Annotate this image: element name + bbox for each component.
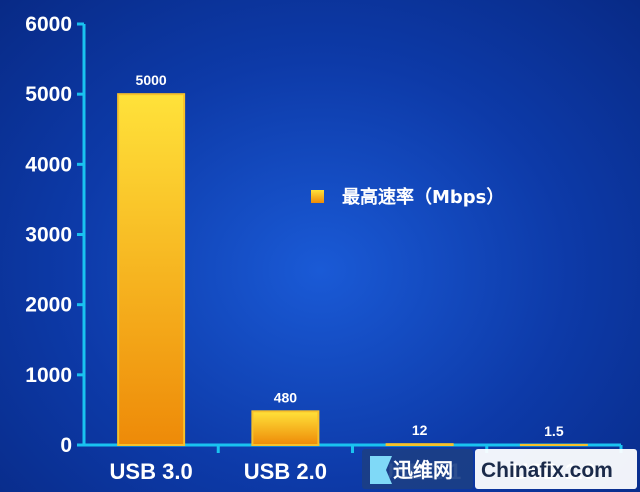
legend-swatch	[311, 190, 324, 203]
watermark-brand-en: Chinafix.com	[481, 459, 613, 482]
y-tick-label: 1000	[25, 364, 72, 387]
x-category-label: USB 2.0	[244, 459, 327, 484]
x-category-label: USB 3.0	[110, 459, 193, 484]
y-tick-label: 5000	[25, 83, 72, 106]
data-label: 12	[412, 422, 428, 438]
data-label: 480	[274, 389, 298, 405]
bar	[385, 443, 454, 446]
legend-label: 最高速率（Mbps）	[342, 186, 504, 208]
y-tick-label: 3000	[25, 224, 72, 247]
legend: 最高速率（Mbps）	[311, 186, 504, 208]
bar	[251, 410, 320, 447]
watermark-en-background	[475, 449, 637, 489]
y-tick-label: 4000	[25, 153, 72, 176]
y-tick-label: 6000	[25, 13, 72, 36]
bars	[117, 93, 588, 447]
watermark-brand-cn: 迅维网	[393, 458, 453, 482]
y-tick-label: 2000	[25, 294, 72, 317]
bar	[117, 93, 186, 447]
y-tick-label: 0	[60, 434, 72, 457]
watermark: 迅维网 Chinafix.com	[362, 449, 637, 489]
watermark-logo-icon	[370, 456, 392, 484]
data-label: 5000	[136, 72, 167, 88]
data-label: 1.5	[544, 423, 564, 439]
